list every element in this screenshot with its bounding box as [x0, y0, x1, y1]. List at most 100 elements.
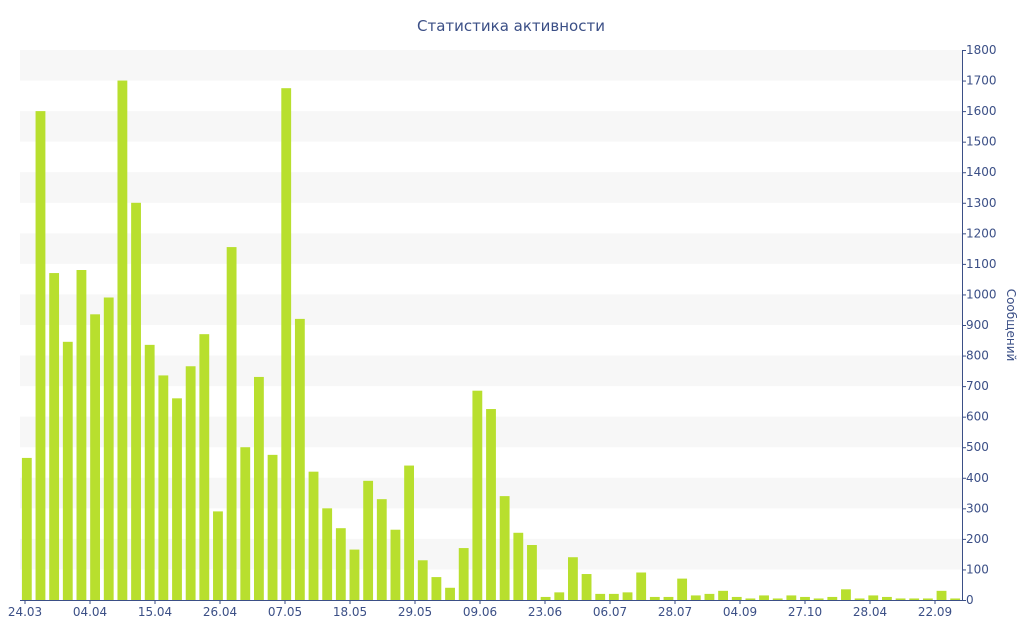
bar — [868, 595, 879, 600]
bar — [718, 590, 728, 600]
bar — [21, 457, 32, 600]
bar — [117, 80, 128, 600]
bar — [649, 596, 660, 600]
chart-title: Статистика активности — [417, 17, 605, 35]
x-tick-label: 07.05 — [268, 605, 302, 619]
bar — [922, 598, 933, 600]
bar — [49, 273, 60, 600]
bar — [240, 447, 251, 600]
bar — [704, 593, 715, 600]
x-tick-label: 18.05 — [333, 605, 367, 619]
y-tick-label: 1400 — [966, 165, 997, 179]
y-tick-label: 600 — [966, 410, 989, 424]
x-tick-label: 15.04 — [138, 605, 172, 619]
bar — [731, 596, 742, 600]
bar — [226, 247, 237, 600]
bar — [308, 471, 319, 600]
y-tick-label: 700 — [966, 379, 989, 393]
bar — [90, 314, 100, 600]
y-axis-label: Сообщений — [1004, 289, 1018, 362]
y-tick-label: 0 — [966, 593, 974, 607]
bar — [213, 511, 223, 600]
bar — [294, 318, 305, 600]
bar — [786, 595, 797, 600]
bar — [199, 334, 210, 600]
bar — [131, 202, 141, 600]
x-tick-label: 06.07 — [593, 605, 627, 619]
bar — [568, 557, 578, 600]
y-tick-label: 1200 — [966, 226, 997, 240]
y-tick-label: 1600 — [966, 104, 997, 118]
bar — [144, 344, 155, 600]
x-tick-label: 28.07 — [658, 605, 692, 619]
bar — [254, 376, 264, 600]
bar — [62, 341, 73, 600]
bar — [690, 595, 701, 600]
bar — [472, 390, 483, 600]
bar — [841, 589, 851, 600]
bar — [827, 596, 838, 600]
bar — [527, 545, 537, 600]
bar — [267, 454, 278, 600]
x-tick-label: 29.05 — [398, 605, 432, 619]
y-tick-label: 1000 — [966, 287, 997, 301]
bar — [35, 111, 46, 601]
x-axis-ticks: 24.03 04.04 15.04 26.04 07.05 18.05 29.05 09.06… — [8, 600, 952, 619]
bar — [813, 598, 824, 600]
x-tick-label: 24.03 — [8, 605, 42, 619]
x-tick-label: 28.04 — [853, 605, 887, 619]
bar — [458, 548, 469, 600]
grid-band — [20, 233, 962, 264]
x-tick-label: 22.09 — [918, 605, 952, 619]
bar — [595, 593, 606, 600]
bar — [281, 88, 292, 600]
grid-bands — [20, 50, 962, 570]
bar — [800, 596, 810, 600]
x-tick-label: 04.09 — [723, 605, 757, 619]
y-tick-label: 1700 — [966, 74, 997, 88]
bar — [554, 592, 565, 600]
bar — [499, 496, 510, 600]
y-tick-label: 1100 — [966, 257, 997, 271]
bar — [322, 508, 333, 600]
bar — [936, 590, 947, 600]
bar — [349, 549, 360, 600]
y-tick-label: 200 — [966, 532, 989, 546]
bar — [431, 577, 442, 600]
bar — [376, 499, 387, 600]
x-tick-label: 09.06 — [463, 605, 497, 619]
bar — [663, 596, 674, 600]
y-tick-label: 1300 — [966, 196, 997, 210]
bar — [158, 375, 169, 600]
bar — [622, 592, 633, 600]
bar — [445, 587, 455, 600]
bar — [677, 578, 688, 600]
bar — [854, 598, 865, 600]
y-tick-label: 900 — [966, 318, 989, 332]
bar — [172, 398, 182, 600]
bar — [882, 596, 892, 600]
bar — [390, 529, 401, 600]
bar — [76, 270, 87, 600]
bar — [486, 409, 496, 600]
y-axis-ticks: 0 100 200 300 400 500 600 700 800 900 1000 1100 1200… — [962, 43, 997, 607]
grid-band — [20, 50, 962, 81]
bar — [185, 366, 196, 600]
y-tick-label: 100 — [966, 562, 989, 576]
x-tick-label: 04.04 — [73, 605, 107, 619]
x-tick-label: 27.10 — [788, 605, 822, 619]
grid-band — [20, 294, 962, 325]
bar — [759, 595, 769, 600]
bar — [513, 532, 524, 600]
y-tick-label: 500 — [966, 440, 989, 454]
y-tick-label: 400 — [966, 471, 989, 485]
bar — [909, 598, 920, 600]
bar — [950, 598, 961, 600]
bar — [608, 593, 619, 600]
bar — [772, 598, 783, 600]
x-tick-label: 26.04 — [203, 605, 237, 619]
bar — [335, 528, 346, 600]
bars — [21, 80, 961, 601]
grid-band — [20, 111, 962, 142]
